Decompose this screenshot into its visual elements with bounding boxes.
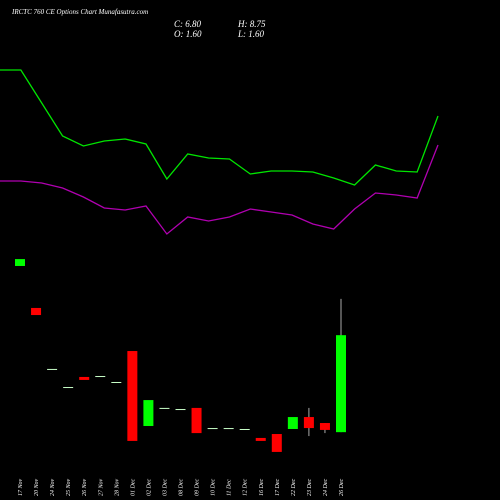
x-tick-label: 23 Dec <box>307 479 313 496</box>
x-tick-label: 24 Nov <box>49 478 56 496</box>
candle-body <box>159 407 170 409</box>
candle-body <box>336 335 346 433</box>
candle-body <box>79 376 90 380</box>
ohlc-label: C: 6.80 <box>174 19 202 29</box>
x-tick-label: 24 Dec <box>322 479 329 496</box>
x-tick-label: 17 Nov <box>18 478 24 496</box>
x-tick-label: 28 Nov <box>114 478 120 496</box>
x-tick-label: 25 Nov <box>66 478 72 496</box>
x-tick-label: 12 Dec <box>243 479 249 496</box>
x-tick-label: 27 Nov <box>98 478 104 496</box>
candle-body <box>127 351 138 441</box>
ohlc-label: O: 1.60 <box>174 29 202 39</box>
candle-body <box>95 376 106 378</box>
ohlc-label: L: 1.60 <box>237 29 265 39</box>
x-tick-label: 03 Dec <box>162 479 168 496</box>
x-tick-label: 26 Nov <box>82 478 88 496</box>
x-tick-label: 09 Dec <box>195 479 201 496</box>
candle-body <box>271 434 282 452</box>
candle-body <box>15 259 25 266</box>
candle-body <box>31 307 42 316</box>
candle-body <box>143 400 154 427</box>
candle-body <box>175 409 186 411</box>
candle-body <box>191 407 202 434</box>
candle-body <box>63 387 74 389</box>
x-tick-label: 10 Dec <box>211 479 217 496</box>
candle-body <box>223 428 234 430</box>
indicator-line <box>0 69 439 186</box>
x-tick-label: 22 Dec <box>291 479 297 496</box>
x-tick-label: 26 Dec <box>339 479 345 496</box>
candle-body <box>255 437 266 441</box>
candle-body <box>287 417 298 429</box>
ohlc-label: H: 8.75 <box>237 19 266 29</box>
candle-body <box>239 428 250 430</box>
candle-body <box>207 428 218 430</box>
x-tick-label: 11 Dec <box>227 479 233 496</box>
indicator-line <box>0 144 439 235</box>
candle-body <box>319 423 330 430</box>
x-tick-label: 08 Dec <box>179 479 185 496</box>
chart-title: IRCTC 760 CE Options Chart Munafasutra.c… <box>11 8 148 16</box>
candle-body <box>111 381 122 383</box>
x-tick-label: 01 Dec <box>130 479 136 496</box>
candle-body <box>303 417 314 429</box>
x-tick-label: 17 Dec <box>275 479 281 496</box>
candle-body <box>47 368 58 370</box>
x-tick-label: 20 Nov <box>34 478 40 496</box>
x-tick-label: 02 Dec <box>146 479 152 496</box>
x-tick-label: 16 Dec <box>259 479 265 496</box>
